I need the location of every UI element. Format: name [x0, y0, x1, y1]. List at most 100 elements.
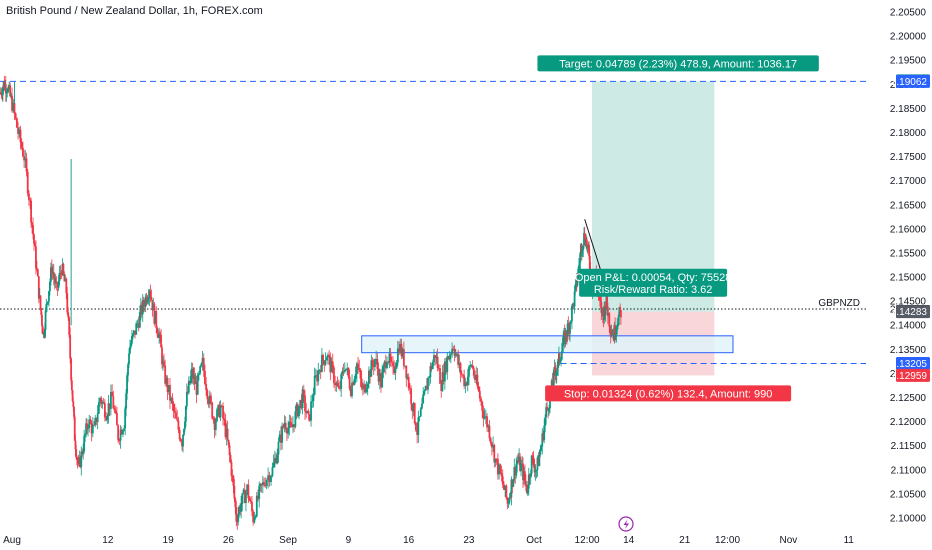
candle: [130, 329, 133, 346]
candle: [63, 271, 66, 282]
candle-body: [47, 301, 49, 304]
candle: [108, 403, 111, 417]
candle-body: [74, 440, 77, 450]
candle: [314, 368, 317, 378]
candle: [135, 320, 138, 335]
candle-body: [56, 283, 59, 288]
candle: [497, 453, 499, 480]
candle-body: [388, 353, 391, 363]
candle-body: [325, 357, 328, 361]
candle: [97, 397, 100, 415]
candle-body: [556, 367, 559, 372]
candle-body: [202, 357, 205, 372]
y-tick-label: 2.14500: [890, 297, 927, 308]
candle-body: [515, 464, 518, 476]
candle-body: [155, 311, 158, 328]
candle: [435, 351, 438, 365]
candle-body: [113, 408, 116, 411]
candle-body: [193, 374, 196, 384]
candle: [214, 417, 217, 436]
candle: [336, 376, 339, 388]
plot-area[interactable]: Target: 0.04789 (2.23%) 478.9, Amount: 1…: [0, 55, 866, 530]
candle-body: [308, 414, 311, 421]
candle: [286, 427, 288, 442]
chart-title: British Pound / New Zealand Dollar, 1h, …: [6, 5, 263, 17]
candle: [292, 416, 294, 433]
candle-body: [411, 404, 414, 412]
candle-body: [434, 355, 437, 359]
candle-body: [567, 323, 570, 326]
candle-body: [20, 142, 23, 148]
candle: [264, 477, 267, 489]
candle-body: [141, 300, 144, 315]
candle-body: [351, 382, 353, 396]
candle-body: [394, 368, 397, 373]
candle-body: [178, 429, 181, 440]
candle-body: [402, 349, 405, 366]
candle-body: [299, 399, 302, 407]
candle: [73, 413, 76, 441]
candle: [226, 420, 229, 442]
candle: [216, 407, 218, 423]
candle-body: [487, 425, 490, 428]
candle: [539, 444, 542, 457]
candle: [604, 307, 607, 322]
candle-body: [214, 421, 217, 430]
candle-body: [55, 281, 58, 284]
candle-body: [311, 400, 314, 402]
candle-body: [218, 404, 221, 418]
x-tick-label: 12: [102, 535, 114, 546]
candle-body: [529, 473, 532, 478]
candle-body: [29, 199, 32, 201]
candle: [237, 506, 240, 526]
candle-body: [527, 474, 530, 489]
candle-body: [347, 367, 350, 377]
candle: [460, 370, 463, 378]
candle-body: [76, 458, 79, 464]
candle-body: [242, 489, 245, 494]
candle: [517, 453, 520, 464]
candle-body: [233, 485, 236, 499]
candle: [55, 276, 58, 291]
candle: [300, 394, 303, 410]
candle: [371, 357, 374, 371]
candle: [423, 389, 426, 396]
candle: [440, 380, 443, 398]
candle: [125, 388, 128, 417]
candle: [374, 358, 376, 372]
candle: [399, 338, 402, 354]
candle: [524, 474, 527, 492]
stop-label[interactable]: Stop: 0.01324 (0.62%) 132.4, Amount: 990: [545, 385, 792, 402]
candle-body: [19, 129, 22, 143]
x-tick-label: 12:00: [715, 535, 740, 546]
support-zone[interactable]: [361, 335, 734, 354]
candle: [413, 402, 416, 425]
candle-body: [430, 366, 433, 369]
target-label[interactable]: Target: 0.04789 (2.23%) 478.9, Amount: 1…: [537, 55, 819, 72]
candle-body: [412, 403, 415, 412]
candle: [376, 352, 379, 376]
candle: [131, 333, 134, 340]
candle: [196, 372, 199, 396]
candle: [360, 370, 363, 391]
candle-body: [137, 323, 140, 328]
candle-body: [440, 383, 443, 391]
candle: [283, 415, 286, 433]
candle-body: [441, 372, 444, 391]
candle-body: [62, 263, 65, 275]
candle-body: [12, 102, 15, 111]
pnl-label[interactable]: Open P&L: 0.00054, Qty: 75528Risk/Reward…: [575, 268, 732, 297]
candle: [394, 362, 397, 380]
candle-body: [570, 321, 572, 323]
candle: [535, 469, 538, 479]
candle-body: [343, 369, 346, 372]
candle-body: [95, 417, 98, 423]
price-tag: 2.19062: [891, 74, 930, 88]
candle: [443, 358, 446, 390]
candle-body: [558, 353, 561, 363]
candle-body: [546, 407, 548, 409]
candle-body: [34, 243, 36, 247]
alert-icon[interactable]: [618, 516, 634, 532]
candle: [11, 87, 13, 113]
